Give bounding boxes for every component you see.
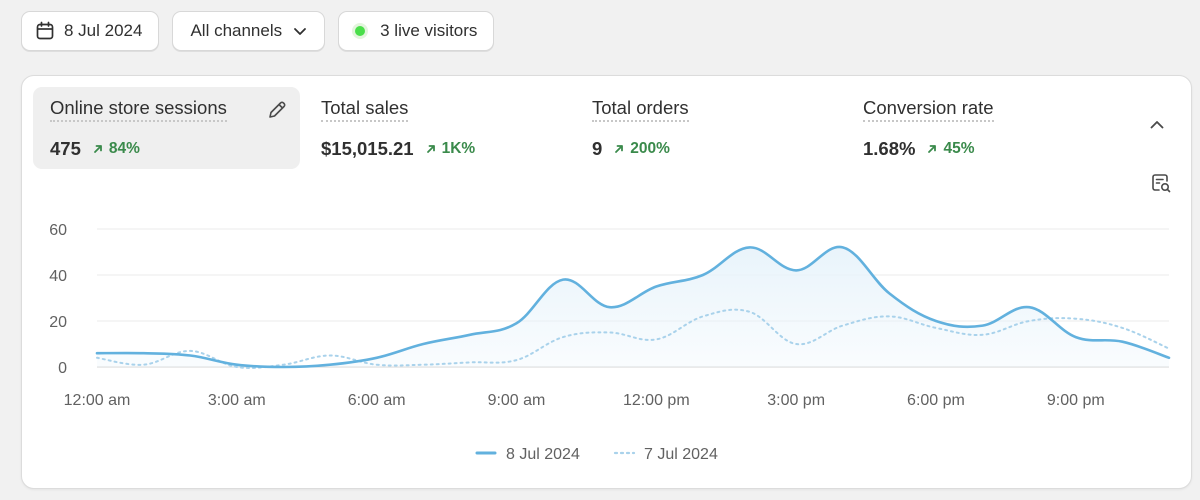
chart-search-icon[interactable] <box>1150 172 1172 199</box>
x-tick-label: 3:00 pm <box>767 392 825 409</box>
legend-label-8-jul-2024: 8 Jul 2024 <box>506 446 580 463</box>
channels-label: All channels <box>190 21 283 40</box>
metric-change-value: 200% <box>630 140 670 157</box>
chevron-up-icon[interactable] <box>1148 116 1166 139</box>
metric-label: Total sales <box>321 97 409 122</box>
metric-online-store-sessions[interactable]: Online store sessions 475 84% <box>33 87 300 169</box>
series-area-8-jul-2024 <box>97 246 1169 367</box>
toolbar: 8 Jul 2024 All channels 3 live visitors <box>21 11 495 51</box>
series-line-8-jul-2024 <box>95 245 1171 369</box>
live-dot-icon <box>352 23 369 39</box>
metric-label: Online store sessions <box>50 97 227 122</box>
metric-label: Total orders <box>592 97 689 122</box>
series-line-7-jul-2024 <box>96 308 1170 369</box>
pencil-icon[interactable] <box>266 99 288 126</box>
y-tick-label: 20 <box>49 314 67 331</box>
channels-dropdown[interactable]: All channels <box>172 11 326 51</box>
y-tick-label: 0 <box>58 360 67 377</box>
metric-change: 45% <box>927 140 975 158</box>
date-picker-label: 8 Jul 2024 <box>64 21 143 40</box>
metric-change: 200% <box>614 140 670 158</box>
metric-value: $15,015.21 <box>321 138 414 159</box>
x-tick-label: 9:00 am <box>488 392 546 409</box>
y-tick-label: 40 <box>49 268 67 285</box>
metric-change: 1K% <box>426 140 476 158</box>
chart-legend: 8 Jul 2024 7 Jul 2024 <box>475 446 718 463</box>
metric-change: 84% <box>93 140 140 158</box>
arrow-up-right-icon <box>614 144 624 154</box>
x-tick-label: 12:00 pm <box>623 392 690 409</box>
metric-label: Conversion rate <box>863 97 994 122</box>
x-tick-label: 6:00 pm <box>907 392 965 409</box>
live-visitors-button[interactable]: 3 live visitors <box>338 11 495 51</box>
arrow-up-right-icon <box>426 144 436 154</box>
metric-total-sales[interactable]: Total sales $15,015.21 1K% <box>304 87 571 169</box>
chevron-down-icon <box>292 23 308 39</box>
calendar-icon <box>35 21 55 41</box>
metric-value: 1.68% <box>863 138 916 159</box>
metric-total-orders[interactable]: Total orders 9 200% <box>575 87 842 169</box>
date-picker-button[interactable]: 8 Jul 2024 <box>21 11 160 51</box>
y-tick-label: 60 <box>49 222 67 239</box>
x-tick-label: 12:00 am <box>64 392 131 409</box>
metric-value: 475 <box>50 138 81 159</box>
metric-change-value: 1K% <box>441 140 476 157</box>
x-tick-label: 9:00 pm <box>1047 392 1105 409</box>
live-visitors-label: 3 live visitors <box>380 21 478 40</box>
metric-change-value: 84% <box>108 140 140 157</box>
arrow-up-right-icon <box>927 144 937 154</box>
x-tick-label: 6:00 am <box>348 392 406 409</box>
metric-value: 9 <box>592 138 603 159</box>
metric-change-value: 45% <box>943 140 975 157</box>
metric-conversion-rate[interactable]: Conversion rate 1.68% 45% <box>846 87 1113 169</box>
analytics-card: Online store sessions 475 84% Total sale… <box>21 75 1192 489</box>
x-tick-label: 3:00 am <box>208 392 266 409</box>
legend-label-7-jul-2024: 7 Jul 2024 <box>644 446 718 463</box>
sessions-line-chart: 0 20 40 60 12:00 am 3:00 am 6:00 am 9:00 am 12:0… <box>49 222 1171 463</box>
arrow-up-right-icon <box>93 144 103 154</box>
